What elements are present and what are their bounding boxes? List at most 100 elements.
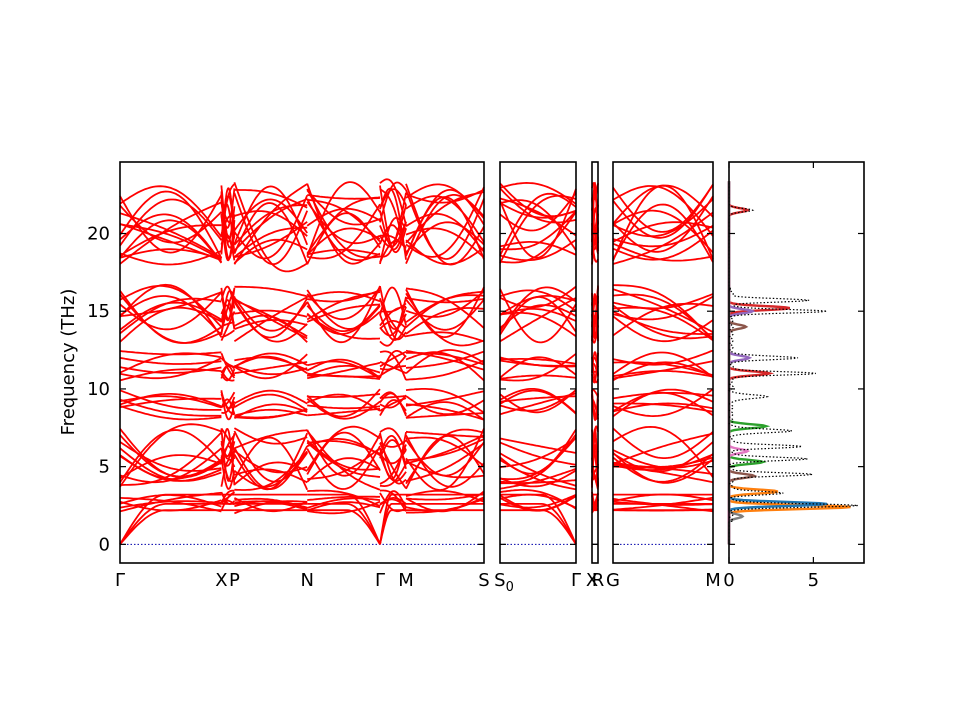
optical-branch xyxy=(499,211,577,264)
optical-branch xyxy=(233,353,308,380)
optical-branch xyxy=(306,303,381,323)
optical-branch xyxy=(405,186,485,258)
acoustic-branch xyxy=(500,509,577,545)
optical-branch xyxy=(405,388,485,414)
optical-branch xyxy=(499,467,577,490)
optical-branch xyxy=(405,331,485,343)
optical-branch xyxy=(612,496,714,511)
optical-branch xyxy=(591,285,599,342)
optical-branch xyxy=(307,447,381,480)
y-axis-label: Frequency (THz) xyxy=(58,289,79,436)
optical-branch xyxy=(307,393,381,398)
optical-branch xyxy=(499,181,577,205)
optical-branch xyxy=(234,189,308,209)
optical-branch xyxy=(119,201,222,265)
optical-branch xyxy=(405,430,485,438)
x-tick-label: S xyxy=(478,570,489,591)
optical-branch xyxy=(499,389,577,412)
optical-branch xyxy=(233,436,309,491)
optical-branch xyxy=(405,435,485,490)
optical-branch xyxy=(233,450,308,474)
optical-branch xyxy=(591,356,599,368)
optical-branch xyxy=(612,388,714,418)
optical-branch xyxy=(499,353,577,382)
optical-branch xyxy=(612,184,714,233)
optical-branch xyxy=(119,297,222,335)
optical-branch xyxy=(379,392,407,415)
optical-branch xyxy=(306,196,381,255)
optical-branch xyxy=(612,310,713,335)
optical-branch xyxy=(119,434,222,478)
optical-branch xyxy=(234,309,308,318)
optical-branch xyxy=(306,430,381,491)
optical-branch xyxy=(612,508,713,512)
optical-branch xyxy=(499,395,577,403)
optical-branch xyxy=(379,454,407,482)
optical-branch xyxy=(306,212,381,265)
optical-branch xyxy=(220,285,236,309)
y-tick-label: 5 xyxy=(99,457,110,478)
optical-branch xyxy=(233,194,309,260)
optical-branch xyxy=(307,360,381,380)
optical-branch xyxy=(233,182,308,273)
optical-branch xyxy=(405,401,485,421)
optical-branch xyxy=(119,293,222,344)
optical-branch xyxy=(119,283,223,338)
x-tick-label: Γ xyxy=(571,570,581,591)
optical-branch xyxy=(499,437,577,469)
optical-branch xyxy=(612,349,714,366)
optical-branch xyxy=(306,227,381,256)
optical-branch xyxy=(405,307,485,335)
optical-branch xyxy=(591,394,599,418)
optical-branch xyxy=(234,497,308,510)
optical-branch xyxy=(405,183,485,266)
optical-branch xyxy=(119,455,222,482)
optical-branch xyxy=(612,211,714,265)
optical-branch xyxy=(233,497,308,513)
optical-branch xyxy=(612,284,714,342)
optical-branch xyxy=(220,398,236,415)
optical-branch xyxy=(379,320,407,330)
optical-branch xyxy=(499,388,577,414)
optical-branch xyxy=(307,500,381,515)
optical-branch xyxy=(405,183,485,219)
optical-branch xyxy=(234,408,308,419)
optical-branch xyxy=(307,489,381,508)
optical-branch xyxy=(405,189,485,257)
optical-branch xyxy=(306,304,381,332)
optical-branch xyxy=(379,350,407,381)
optical-branch xyxy=(119,213,223,263)
optical-branch xyxy=(119,389,222,411)
optical-branch xyxy=(405,428,485,491)
optical-branch xyxy=(233,393,308,412)
optical-branch xyxy=(119,454,222,479)
acoustic-branch xyxy=(307,493,381,545)
acoustic-branch xyxy=(119,509,222,545)
optical-branch xyxy=(499,359,576,367)
optical-branch xyxy=(405,496,485,513)
optical-branch xyxy=(307,495,380,501)
optical-branch xyxy=(379,427,407,451)
optical-branch xyxy=(220,289,236,334)
optical-branch xyxy=(306,188,381,259)
optical-branch xyxy=(233,427,308,445)
optical-branch xyxy=(612,195,714,253)
optical-branch xyxy=(379,187,407,260)
optical-branch xyxy=(591,429,599,481)
optical-branch xyxy=(379,350,407,368)
dos-x-tick-label: 5 xyxy=(808,570,819,591)
optical-branch xyxy=(379,224,407,253)
optical-branch xyxy=(406,352,485,366)
y-tick-label: 20 xyxy=(87,223,110,244)
optical-branch xyxy=(405,350,485,369)
optical-branch xyxy=(306,198,381,262)
optical-branch xyxy=(307,407,381,417)
x-tick-label: R xyxy=(592,570,605,591)
optical-branch xyxy=(499,389,577,414)
optical-branch xyxy=(234,285,308,298)
optical-branch xyxy=(119,368,222,382)
x-tick-label: X xyxy=(586,570,598,591)
optical-branch xyxy=(234,364,308,376)
